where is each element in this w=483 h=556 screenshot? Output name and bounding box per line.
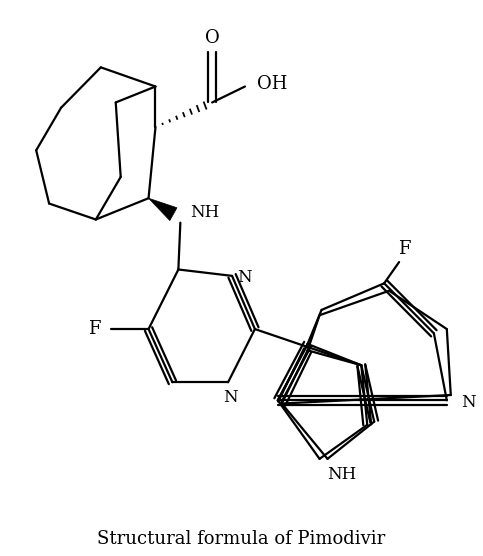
Text: N: N (223, 389, 237, 406)
Text: F: F (88, 320, 101, 338)
Text: NH: NH (190, 203, 220, 221)
Text: Structural formula of Pimodivir: Structural formula of Pimodivir (97, 530, 385, 548)
Text: N: N (461, 394, 475, 411)
Text: F: F (398, 240, 411, 259)
Text: O: O (205, 28, 220, 47)
Text: NH: NH (327, 466, 357, 483)
Text: OH: OH (257, 76, 287, 93)
Text: N: N (237, 270, 251, 286)
Polygon shape (149, 198, 177, 221)
